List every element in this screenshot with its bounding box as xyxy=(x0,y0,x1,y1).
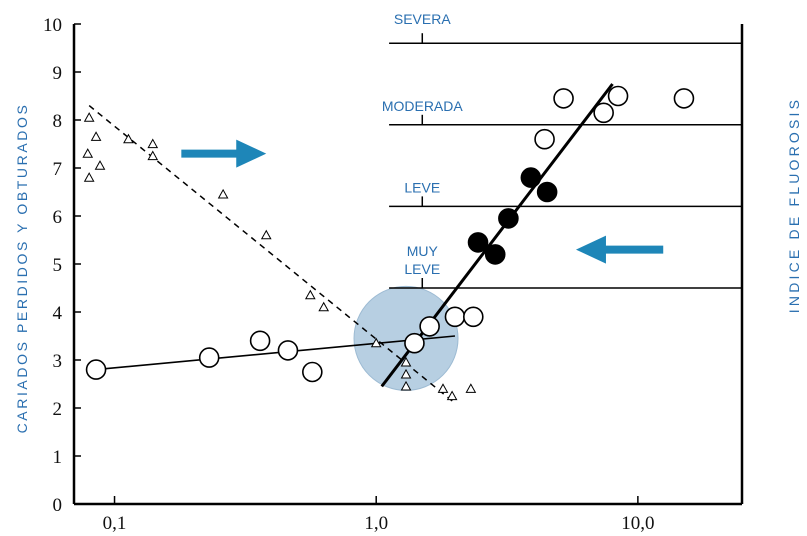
y-tick-label: 9 xyxy=(53,63,63,84)
y-tick-label: 6 xyxy=(53,207,63,228)
filled-circle-point xyxy=(467,232,489,253)
triangle-point xyxy=(260,229,272,240)
trend-line xyxy=(88,105,456,404)
triangle-point xyxy=(465,383,477,393)
band-label-line: LEVE xyxy=(404,261,440,277)
tick-layer: 0 1 2 3 4 5 6 7 8 9 10 0,1 1,0 10,0 xyxy=(43,15,654,534)
open-circle-point xyxy=(277,340,299,361)
arrow-right xyxy=(181,139,267,168)
y-tick-label: 5 xyxy=(53,255,63,276)
triangle-point xyxy=(82,148,94,158)
triangle-point xyxy=(123,133,134,144)
triangle-point xyxy=(147,150,159,161)
triangle-point xyxy=(147,138,159,149)
band-label: LEVE xyxy=(404,179,440,195)
filled-circle-point xyxy=(498,208,519,229)
right-axis-label: INDICE DE FLUOROSIS xyxy=(786,96,802,314)
filled-circle-point xyxy=(520,167,542,188)
trend-line-layer xyxy=(88,83,614,404)
triangle-point xyxy=(304,289,316,300)
y-tick-label: 7 xyxy=(53,159,63,180)
triangle-point xyxy=(90,131,102,141)
y-tick-label: 8 xyxy=(53,111,63,132)
y-tick-label: 10 xyxy=(43,15,62,36)
open-circle-point xyxy=(444,306,466,328)
triangle-point xyxy=(400,356,412,367)
filled-circle-point xyxy=(484,244,506,265)
triangle-point xyxy=(83,112,95,122)
y-tick-label: 1 xyxy=(53,447,63,468)
open-circle-point xyxy=(302,361,323,383)
triangle-point xyxy=(437,383,449,393)
data-point-layer xyxy=(82,85,695,401)
y-tick-label: 0 xyxy=(53,495,63,516)
open-circle-point xyxy=(462,306,484,328)
y-axis-label: CARIADOS PERDIDOS Y OBTURADOS xyxy=(14,102,30,434)
x-tick-label: 10,0 xyxy=(621,513,654,534)
band-label: MUY LEVE xyxy=(404,243,440,277)
open-circle-point xyxy=(673,88,695,109)
band-label-line: MUY xyxy=(407,243,439,259)
fluorosis-band-layer: SEVERA MODERADA LEVE MUY LEVE xyxy=(382,11,742,289)
open-circle-point xyxy=(419,316,440,337)
triangle-point xyxy=(217,188,229,199)
triangle-point xyxy=(94,160,106,170)
open-circle-point xyxy=(534,128,555,150)
triangle-point xyxy=(370,337,382,348)
band-label: MODERADA xyxy=(382,98,464,114)
open-circle-point xyxy=(198,347,220,368)
triangle-point xyxy=(400,380,412,391)
open-circle-point xyxy=(404,332,425,354)
y-tick-label: 2 xyxy=(53,399,63,420)
band-label: SEVERA xyxy=(394,11,451,27)
x-tick-label: 0,1 xyxy=(103,513,127,534)
y-tick-label: 3 xyxy=(53,351,63,372)
triangle-point xyxy=(400,368,412,379)
open-circle-point xyxy=(249,330,271,352)
triangle-point xyxy=(83,172,95,182)
open-circle-point xyxy=(553,88,574,109)
arrow-layer xyxy=(181,139,664,264)
triangle-point xyxy=(446,390,458,401)
open-circle-point xyxy=(607,85,629,107)
y-tick-label: 4 xyxy=(53,303,63,324)
open-circle-point xyxy=(85,359,107,380)
x-tick-label: 1,0 xyxy=(364,513,388,534)
arrow-left xyxy=(575,235,664,264)
filled-circle-point xyxy=(536,181,558,203)
trend-line xyxy=(95,335,456,371)
open-circle-point xyxy=(593,102,614,124)
triangle-point xyxy=(318,301,330,312)
